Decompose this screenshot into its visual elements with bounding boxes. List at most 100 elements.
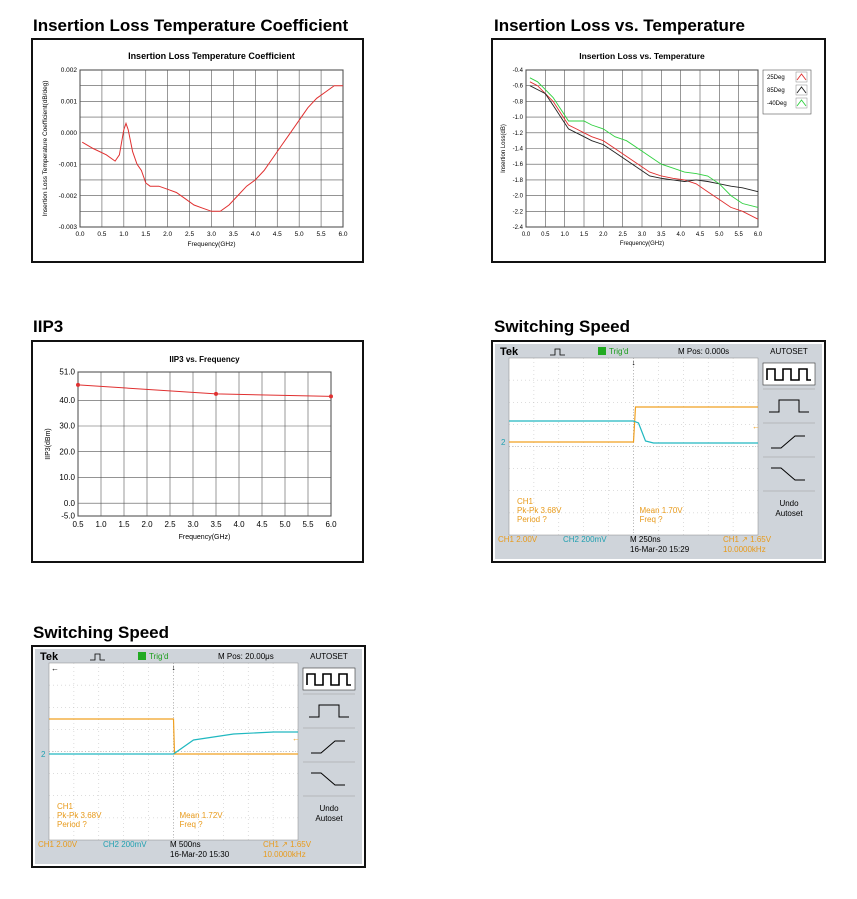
single-cycle-icon bbox=[309, 704, 349, 718]
x-tick-label: 3.0 bbox=[638, 232, 647, 238]
undo-label: Undo bbox=[779, 499, 799, 508]
x-tick-label: 3.5 bbox=[657, 232, 666, 238]
ch2-scale: CH2 200mV bbox=[103, 840, 147, 849]
y-axis-label: IIP3(dBm) bbox=[45, 428, 52, 460]
x-tick-label: 1.0 bbox=[560, 232, 569, 238]
scope2-screen: Tek Trig'd M Pos: 20.00μs AUTOSET ↓ ← 2 ← CH1Pk-… bbox=[35, 649, 362, 864]
undo-label: Undo bbox=[319, 804, 339, 813]
x-tick-label: 5.5 bbox=[302, 520, 314, 529]
autoset-title: AUTOSET bbox=[770, 347, 808, 356]
rising-edge-icon bbox=[311, 740, 345, 754]
legend-swatch-box bbox=[795, 97, 808, 109]
y-tick-label: -0.6 bbox=[513, 84, 524, 90]
ch2-trace bbox=[509, 420, 758, 444]
time-scale: M 250ns bbox=[630, 535, 661, 544]
chart1-svg: Insertion Loss Temperature Coefficient 0.… bbox=[42, 51, 348, 248]
legend-label: -40Deg bbox=[767, 101, 787, 107]
meas-freq: Freq ? bbox=[180, 820, 204, 829]
y-tick-label: 0.002 bbox=[61, 67, 78, 74]
x-tick-label: 6.0 bbox=[338, 231, 347, 238]
y-tick-label: -2.4 bbox=[513, 225, 524, 231]
x-tick-label: 0.0 bbox=[75, 231, 84, 238]
ch1-scale: CH1 2.00V bbox=[38, 840, 78, 849]
chart2-svg: Insertion Loss vs. Temperature 0.0 0.5 1.0 1… bbox=[501, 51, 812, 247]
trig-status: Trig'd bbox=[609, 347, 628, 356]
y-tick-label: -1.0 bbox=[513, 115, 524, 121]
meas-period: Period ? bbox=[57, 820, 87, 829]
series-line-0 bbox=[529, 81, 759, 220]
m-pos: M Pos: 20.00μs bbox=[218, 652, 274, 661]
ch1-trig-level: ← bbox=[752, 422, 760, 431]
ch1-trig-level: ← bbox=[292, 734, 300, 743]
x-tick-label: 5.0 bbox=[715, 232, 724, 238]
x-tick-label: 1.0 bbox=[119, 231, 128, 238]
y-tick-label: 0.001 bbox=[61, 99, 78, 106]
y-tick-label: 40.0 bbox=[59, 396, 75, 405]
x-tick-label: 3.0 bbox=[207, 231, 216, 238]
legend-swatch bbox=[796, 99, 807, 107]
scope1-screen: Tek Trig'd M Pos: 0.000s AUTOSET ↓ ← 2 CH1Pk-Pk… bbox=[495, 344, 822, 559]
x-tick-label: 2.5 bbox=[164, 520, 176, 529]
ch1-scale: CH1 2.00V bbox=[498, 535, 538, 544]
y-tick-label: -5.0 bbox=[61, 512, 75, 521]
meas-pkpk: Pk-Pk 3.68V bbox=[517, 506, 562, 515]
trig-status-icon bbox=[138, 652, 146, 660]
y-tick-label: -0.003 bbox=[59, 224, 78, 231]
legend-swatch-box bbox=[795, 71, 808, 83]
series-line bbox=[81, 85, 343, 212]
trig-status: Trig'd bbox=[149, 652, 168, 661]
brand-label: Tek bbox=[40, 651, 59, 663]
series-line-2 bbox=[529, 77, 759, 208]
x-tick-label: 5.5 bbox=[734, 232, 743, 238]
x-tick-label: 0.5 bbox=[97, 231, 106, 238]
autoset-title: AUTOSET bbox=[310, 652, 348, 661]
data-point bbox=[214, 391, 218, 396]
x-tick-label: 3.5 bbox=[229, 231, 238, 238]
chart-title: Insertion Loss vs. Temperature bbox=[579, 51, 705, 61]
trig-status-icon bbox=[598, 347, 606, 355]
ch2-ground-marker: 2 bbox=[41, 750, 46, 759]
section-title-switching-2: Switching Speed bbox=[33, 623, 170, 642]
x-tick-label: 4.5 bbox=[696, 232, 705, 238]
x-tick-label: 1.5 bbox=[141, 231, 150, 238]
trigger-info: CH1 ↗ 1.65V bbox=[263, 840, 312, 849]
scope1-frame: Tek Trig'd M Pos: 0.000s AUTOSET ↓ ← 2 CH1 Pk-Pk… bbox=[491, 340, 826, 563]
x-axis-label: Frequency(GHz) bbox=[179, 534, 231, 541]
chart3-frame: IIP3 vs. Frequency 0.5 1.0 1.5 2.0 2.5 3.0 3.5 4… bbox=[31, 340, 364, 563]
x-tick-label: 5.5 bbox=[317, 231, 326, 238]
x-tick-label: 2.0 bbox=[599, 232, 608, 238]
trigger-freq: 10.0000kHz bbox=[723, 545, 766, 554]
y-tick-label: 51.0 bbox=[59, 368, 75, 377]
trigger-freq: 10.0000kHz bbox=[263, 850, 306, 859]
x-tick-label: 3.5 bbox=[210, 520, 222, 529]
y-tick-label: 0.000 bbox=[61, 130, 78, 137]
y-tick-label: 0.0 bbox=[64, 499, 76, 508]
y-tick-label: 30.0 bbox=[59, 422, 75, 431]
section-title-switching-1: Switching Speed bbox=[494, 317, 631, 336]
acq-run-icon bbox=[550, 348, 565, 356]
y-tick-label: -1.4 bbox=[513, 147, 524, 153]
y-tick-label: -2.2 bbox=[513, 209, 524, 215]
date-time: 16-Mar-20 15:29 bbox=[630, 545, 690, 554]
ch2-trace bbox=[49, 731, 298, 755]
y-tick-label: -0.002 bbox=[59, 193, 78, 200]
x-tick-label: 4.0 bbox=[233, 520, 245, 529]
section-title-il-vs-temp: Insertion Loss vs. Temperature bbox=[494, 16, 745, 35]
ch2-ground-marker: 2 bbox=[501, 438, 506, 447]
falling-edge-icon bbox=[771, 467, 805, 481]
ch1-trace bbox=[509, 406, 758, 443]
undo-autoset-label: Autoset bbox=[315, 814, 343, 823]
acq-run-icon bbox=[90, 653, 105, 661]
trigger-pos-marker: ↓ bbox=[632, 358, 636, 367]
x-axis-label: Frequency(GHz) bbox=[187, 241, 235, 248]
trigger-info: CH1 ↗ 1.65V bbox=[723, 535, 772, 544]
legend-swatch bbox=[796, 73, 807, 81]
chart-title: Insertion Loss Temperature Coefficient bbox=[128, 51, 295, 61]
chart3-svg: IIP3 vs. Frequency 0.5 1.0 1.5 2.0 2.5 3.0 3.5 4… bbox=[45, 355, 337, 541]
time-scale: M 500ns bbox=[170, 840, 201, 849]
x-tick-label: 1.5 bbox=[118, 520, 130, 529]
brand-label: Tek bbox=[500, 346, 519, 358]
y-axis-label: Insertion Loss Temperature Coefficient(d… bbox=[42, 81, 49, 217]
y-tick-label: -1.8 bbox=[513, 178, 524, 184]
meas-period: Period ? bbox=[517, 515, 547, 524]
